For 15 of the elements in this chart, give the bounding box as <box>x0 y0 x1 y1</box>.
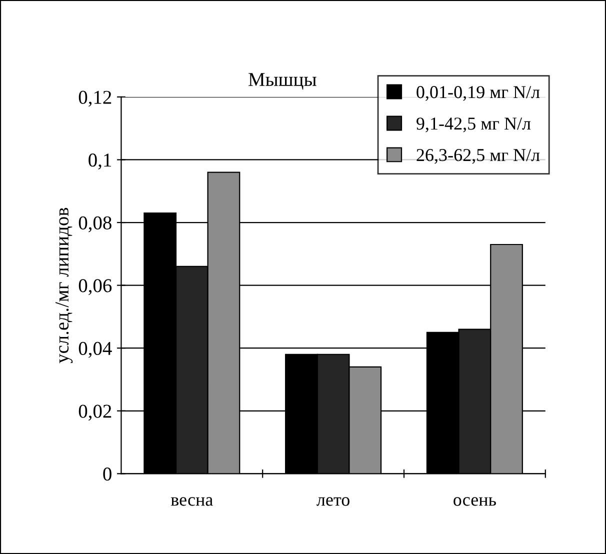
legend-label: 9,1-42,5 мг N/л <box>416 118 531 132</box>
legend-label: 0,01-0,19 мг N/л <box>416 86 540 101</box>
x-tick-label: лето <box>316 497 350 506</box>
y-tick-label: 0,04 <box>78 342 112 358</box>
x-tick-label: осень <box>454 497 496 506</box>
y-tick-label: 0,12 <box>78 90 112 107</box>
y-tick-label: 0,08 <box>78 216 112 232</box>
y-tick-label: 0,02 <box>78 404 112 421</box>
y-axis-title: усл.ед./мг липидов <box>56 208 73 364</box>
chart-title: Мышцы <box>248 73 316 90</box>
legend-label: 26,3-62,5 мг N/л <box>416 149 540 164</box>
y-tick-label: 0,06 <box>78 279 112 296</box>
y-tick-label: 0,1 <box>88 154 112 170</box>
y-tick-label: 0 <box>103 467 112 481</box>
x-tick-label: весна <box>170 497 213 506</box>
